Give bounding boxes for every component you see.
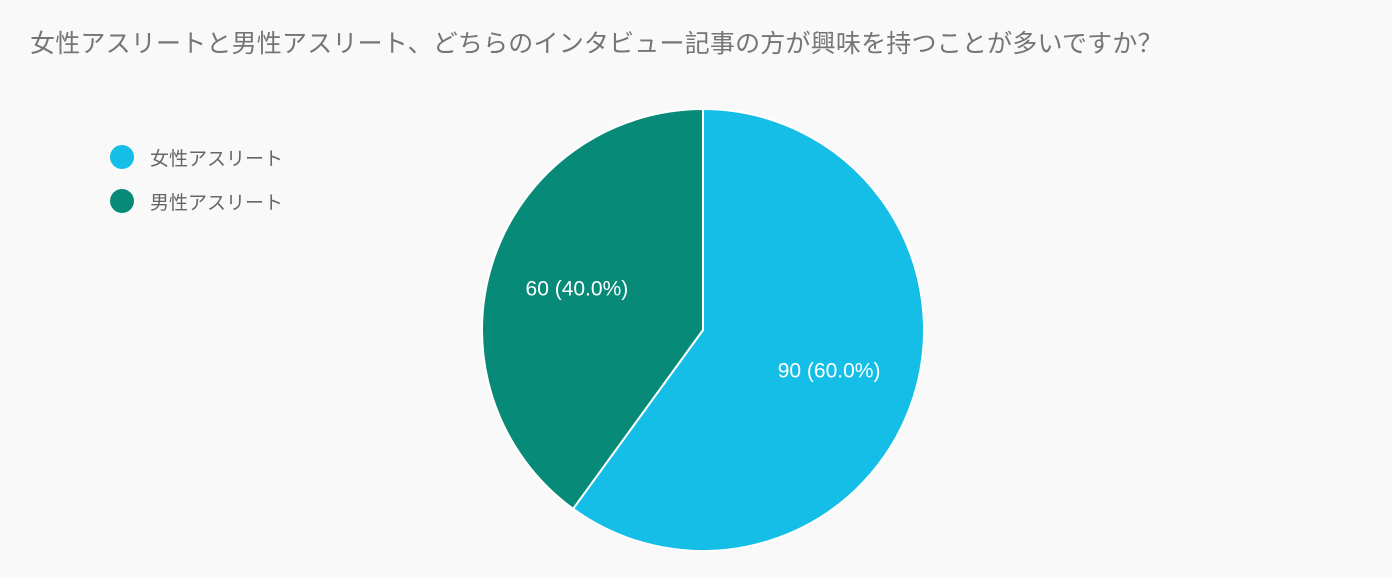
chart-title: 女性アスリートと男性アスリート、どちらのインタビュー記事の方が興味を持つことが多… [30, 29, 1163, 58]
pie-label-female: 90 (60.0%) [778, 359, 881, 382]
legend-swatch-male [110, 189, 134, 213]
legend-label-female: 女性アスリート [150, 147, 284, 170]
legend-label-male: 男性アスリート [150, 191, 284, 214]
pie-slice-female[interactable] [571, 107, 925, 552]
legend: 女性アスリート 男性アスリート [110, 135, 283, 223]
legend-item-male[interactable]: 男性アスリート [110, 179, 283, 223]
pie-slice-male[interactable] [481, 107, 704, 511]
legend-item-female[interactable]: 女性アスリート [110, 135, 283, 179]
pie-label-male: 60 (40.0%) [526, 278, 629, 301]
legend-swatch-female [110, 145, 134, 169]
